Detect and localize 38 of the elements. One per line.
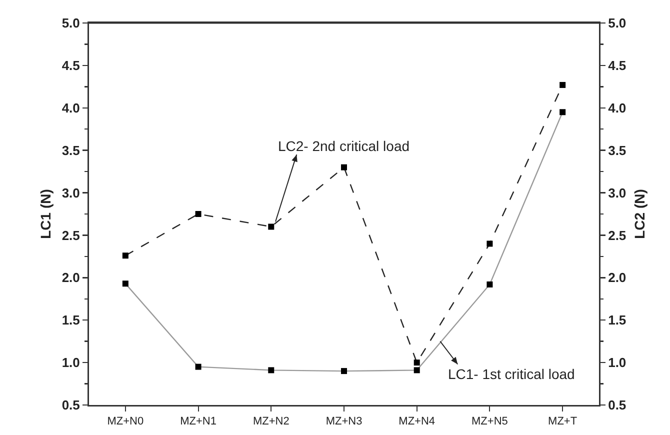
y2-axis-title: LC2 (N) xyxy=(632,189,648,239)
x-tick-label: MZ+T xyxy=(548,416,578,428)
y2-tick-label: 3.5 xyxy=(608,142,626,158)
y-tick-label: 1.0 xyxy=(62,355,80,370)
point xyxy=(195,211,202,217)
y2-tick-label: 1.0 xyxy=(608,355,626,370)
y-axis-title: LC1 (N) xyxy=(38,189,54,239)
point xyxy=(341,164,347,170)
y-tick-label: 2.5 xyxy=(62,228,80,243)
y2-tick-label: 4.5 xyxy=(608,58,626,73)
y-tick-label: 1.5 xyxy=(62,312,80,328)
y2-tick-label: 2.5 xyxy=(608,228,626,243)
y-tick-label: 4.5 xyxy=(62,58,80,73)
y-tick-label: 4.0 xyxy=(62,100,80,116)
point xyxy=(122,252,128,259)
point xyxy=(268,224,274,230)
y-tick-label: 3.0 xyxy=(62,185,80,200)
annotation: LC2- 2nd critical load xyxy=(278,138,410,154)
point xyxy=(414,360,420,366)
y2-tick-label: 2.0 xyxy=(608,270,626,286)
point xyxy=(560,82,566,88)
y-tick-label: 2.0 xyxy=(62,270,80,286)
x-tick-label: MZ+N4 xyxy=(398,416,436,428)
y-tick-label: 5.0 xyxy=(62,16,80,31)
y2-tick-label: 5.0 xyxy=(608,16,626,31)
x-tick-label: MZ+N5 xyxy=(472,416,508,428)
annotation: LC1- 1st critical load xyxy=(448,366,575,382)
x-tick-label: MZ+N2 xyxy=(252,416,290,428)
y2-tick-label: 4.0 xyxy=(608,100,626,116)
x-tick-label: MZ+N0 xyxy=(107,416,144,428)
y2-tick-label: 1.5 xyxy=(608,312,626,328)
y-tick-label: 3.5 xyxy=(62,142,80,158)
y-tick-label: 0.5 xyxy=(62,398,80,413)
x-tick-label: MZ+N3 xyxy=(326,416,362,428)
y2-tick-label: 0.5 xyxy=(608,398,626,413)
point xyxy=(486,240,493,247)
x-tick-label: MZ+N1 xyxy=(180,416,216,428)
y2-tick-label: 3.0 xyxy=(608,185,626,200)
